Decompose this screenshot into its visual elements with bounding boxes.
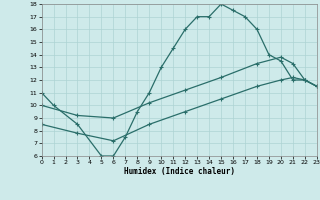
X-axis label: Humidex (Indice chaleur): Humidex (Indice chaleur) [124,167,235,176]
